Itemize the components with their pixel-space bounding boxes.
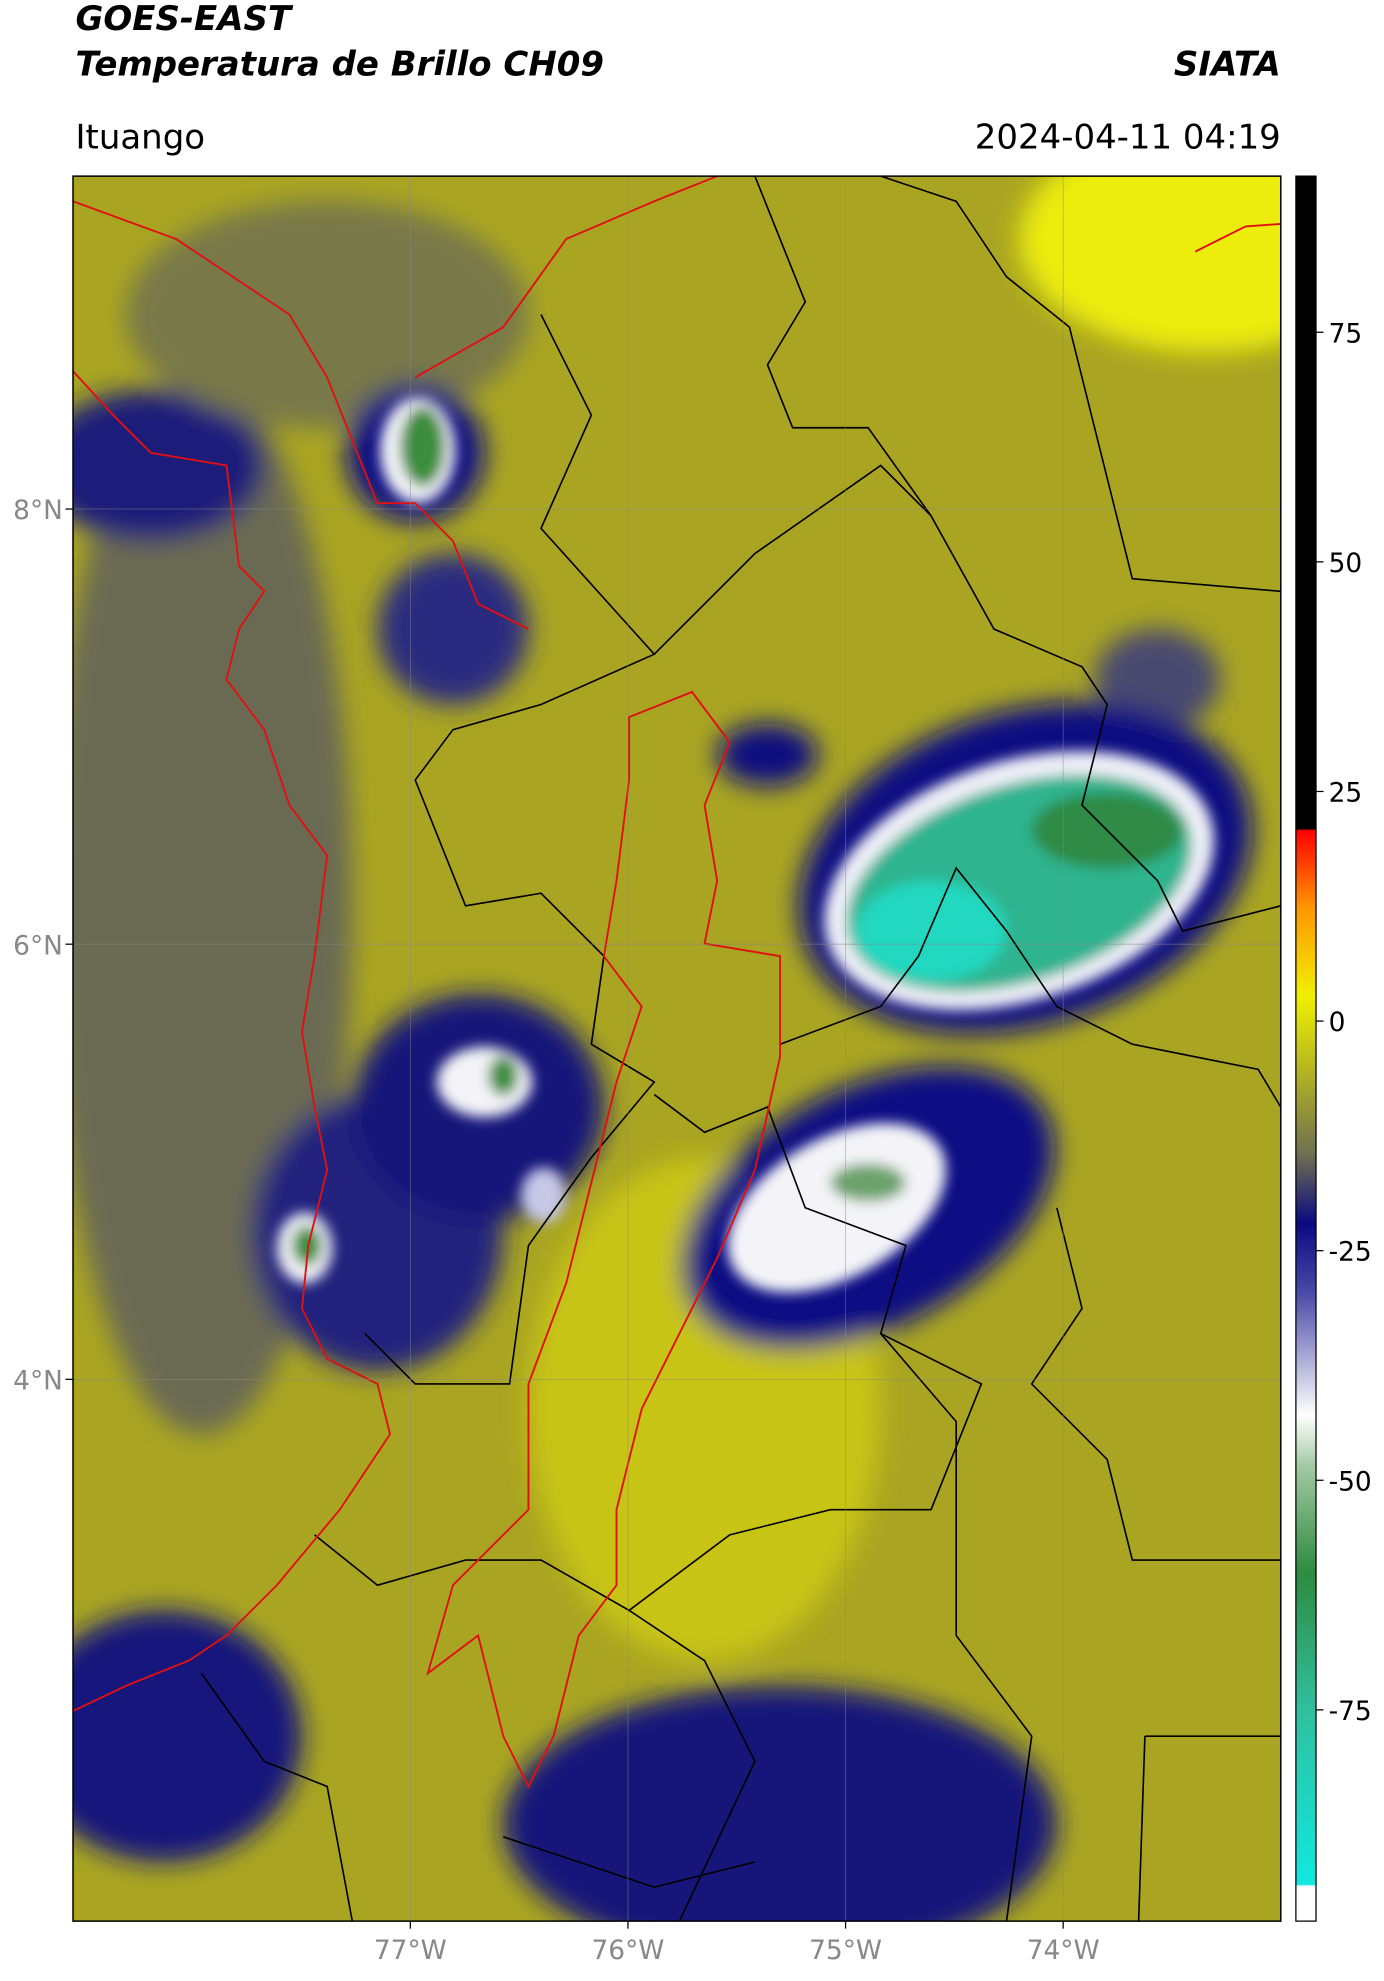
colorbar-tick-label: 50 [1329, 548, 1363, 579]
admin-borders [200, 176, 1281, 1922]
map-frame [72, 175, 1282, 1922]
subtitle: Temperatura de Brillo CH09 [76, 44, 604, 84]
colorbar-tick-label: 75 [1329, 318, 1363, 349]
source: SIATA [1174, 44, 1281, 84]
x-tick-label: 74°W [1027, 1935, 1100, 1966]
x-tick-label: 75°W [809, 1935, 882, 1966]
y-tick-label: 6°N [13, 930, 63, 961]
colorbar-tick-label: -25 [1329, 1237, 1372, 1268]
colorbar-tick-label: -50 [1329, 1466, 1372, 1497]
y-tick-label: 4°N [13, 1365, 63, 1396]
title: GOES-EAST [76, 0, 294, 39]
colorbar [1295, 175, 1317, 1922]
y-tick-label: 8°N [13, 495, 63, 526]
colorbar-tick-label: -75 [1329, 1696, 1372, 1727]
labels: 77°W 76°W 75°W 74°W 8°N 6°N 4°N 75 50 25 0 -25 -50 -7… [13, 318, 1372, 1966]
colorbar-tick-label: 25 [1329, 778, 1363, 809]
region: Ituango [76, 117, 206, 157]
colorbar-tick-label: 0 [1329, 1007, 1346, 1038]
grid [73, 176, 1281, 1922]
x-tick-label: 77°W [374, 1935, 447, 1966]
satellite-image [73, 176, 1281, 1922]
country-borders [73, 176, 1281, 1789]
x-tick-label: 76°W [591, 1935, 664, 1966]
timestamp: 2024-04-11 04:19 [975, 117, 1281, 157]
